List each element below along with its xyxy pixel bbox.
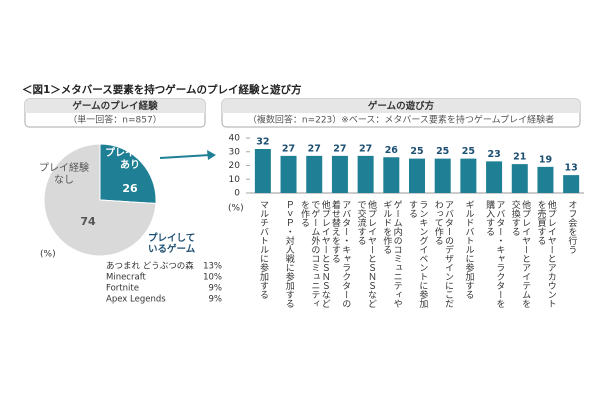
x-tick-label: 他プレイヤーとＳＮＳなどでゲーム外のコミュニティを作る: [299, 200, 330, 308]
y-tick-label: 10: [229, 175, 241, 185]
y-tick-label: 30: [229, 147, 241, 157]
slice-value: 26: [122, 182, 138, 195]
slice-value: 74: [80, 215, 96, 228]
bar: [306, 155, 323, 193]
value-label: 23: [487, 149, 500, 160]
unit-label: (%): [40, 250, 56, 260]
panel-title: ゲームのプレイ経験: [72, 100, 158, 112]
y-tick-label: 40: [229, 134, 241, 144]
x-tick-label: アバターのデザインにこだわって作る: [432, 200, 454, 308]
panel-subtitle: （単一回答：n=857）: [68, 114, 161, 126]
bar: [486, 161, 503, 193]
value-label: 27: [282, 143, 295, 154]
game-share: 13%: [203, 262, 222, 272]
bar: [563, 175, 580, 193]
game-share: 9%: [209, 284, 223, 294]
bar: [409, 158, 425, 193]
value-label: 32: [256, 137, 269, 148]
value-label: 19: [539, 154, 552, 165]
game-name: Fortnite: [106, 284, 139, 294]
value-label: 27: [308, 143, 321, 154]
y-tick-label: 20: [229, 161, 241, 171]
page-title: ＜図1＞メタバース要素を持つゲームのプレイ経験と遊び方: [22, 83, 302, 96]
panel-title: ゲームの遊び方: [368, 100, 435, 112]
slice-label: プレイ経験なし: [39, 163, 89, 186]
value-label: 27: [333, 143, 346, 154]
bar: [537, 166, 554, 193]
pie-slice: [99, 143, 157, 205]
bar: [280, 155, 297, 193]
x-tick-label: マルチバトルに参加する: [258, 200, 269, 299]
value-label: 13: [565, 163, 578, 174]
x-tick-label: ギルドバトルに参加する: [463, 200, 474, 299]
bar: [460, 158, 477, 193]
game-share: 10%: [203, 273, 222, 283]
value-label: 25: [410, 146, 423, 157]
bar: [434, 158, 451, 193]
unit-label: (%): [228, 204, 244, 214]
value-label: 26: [385, 145, 399, 156]
panel-header-fill: [25, 99, 205, 113]
bar: [331, 155, 348, 193]
x-tick-label: アバター・キャラクターの着せ替えをする: [329, 200, 351, 308]
value-label: 25: [462, 146, 475, 157]
slice-label: プレイ経験あり: [105, 148, 155, 171]
x-tick-label: 他プレイヤーとＳＮＳなどで交流する: [355, 200, 376, 308]
game-share: 9%: [209, 295, 223, 305]
x-tick-label: ＰｖＰ・対人戦に参加する: [283, 200, 294, 308]
panel-subtitle: （複数回答：n=223）※ベース：メタバース要素を持つゲームプレイ経験者: [248, 114, 554, 126]
bar: [511, 164, 528, 193]
bar: [254, 149, 271, 193]
value-label: 21: [513, 152, 526, 163]
x-tick-label: アバター・キャラクターを購入する: [484, 200, 505, 308]
arrow: [159, 154, 211, 159]
value-label: 27: [359, 143, 372, 154]
x-tick-label: ランキングイベントに参加する: [407, 200, 428, 308]
annotation-title: プレイしているゲーム: [148, 233, 196, 255]
game-name: あつまれ どうぶつの森: [106, 261, 194, 272]
x-tick-label: 他プレイヤーとアイテムを交換する: [509, 200, 531, 308]
game-name: Minecraft: [106, 273, 147, 283]
value-label: 25: [436, 146, 449, 157]
x-tick-label: ゲーム内のコミュニティやギルドを作る: [381, 200, 402, 308]
game-name: Apex Legends: [106, 295, 166, 305]
y-tick-label: 0: [234, 189, 240, 199]
bar: [357, 155, 374, 193]
x-tick-label: 他プレイヤーとアカウントを売買する: [535, 200, 556, 308]
x-tick-label: オフ会を行う: [566, 200, 577, 254]
pie-slice: [43, 143, 157, 257]
arrow-head: [207, 150, 216, 160]
bar: [383, 157, 400, 193]
panel-header-fill: [222, 99, 580, 113]
